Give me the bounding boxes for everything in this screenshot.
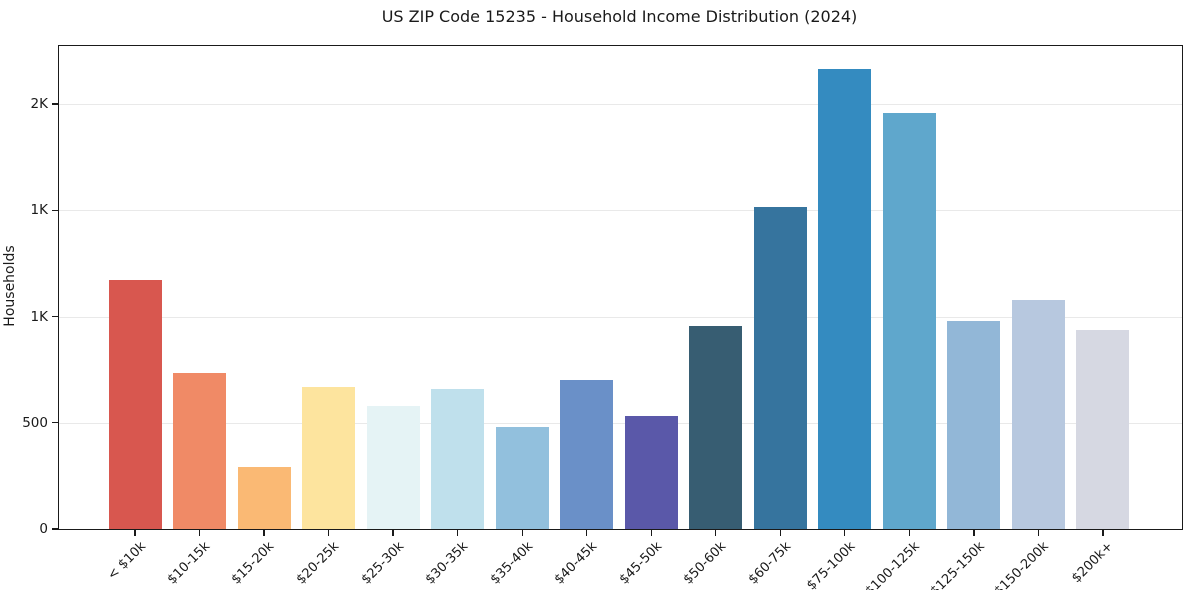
- x-tick-mark: [1037, 529, 1040, 536]
- y-tick-label: 2K: [30, 96, 48, 112]
- bar: [495, 427, 549, 529]
- x-tick-mark: [263, 529, 265, 536]
- x-tick-mark: [1102, 529, 1104, 536]
- gridline: [59, 104, 1182, 105]
- x-tick-mark: [457, 529, 459, 536]
- x-tick-label: $125-150k: [927, 539, 988, 590]
- x-tick-label: $60-75k: [745, 539, 794, 588]
- plot-area: 0 500 1K 1K 2K < $10k $10-15k $15-20k $20-25k $25…: [22, 45, 1183, 590]
- y-tick-label: 0: [39, 521, 48, 537]
- x-tick-label: $50-60k: [680, 539, 730, 588]
- chart-title: US ZIP Code 15235 - Household Income Dis…: [381, 7, 858, 26]
- bar: [882, 112, 936, 529]
- gridline: [59, 422, 1182, 424]
- bar: [753, 207, 807, 529]
- x-tick-mark: [327, 529, 330, 536]
- x-tick-mark: [908, 529, 910, 536]
- y-tick-label: 500: [22, 414, 48, 431]
- x-tick-label: $200k+: [1069, 539, 1117, 587]
- x-tick-mark: [715, 529, 717, 536]
- x-tick-label: $100-125k: [862, 539, 923, 590]
- bar: [237, 467, 291, 529]
- bar: [302, 386, 356, 529]
- x-tick-label: $30-35k: [422, 539, 472, 588]
- bar: [560, 380, 614, 529]
- x-tick-label: $10-15k: [164, 539, 214, 588]
- bar: [1011, 299, 1065, 529]
- bar: [947, 320, 1001, 529]
- x-tick-label: $150-200k: [991, 539, 1053, 590]
- x-tick-mark: [586, 529, 588, 536]
- gridline: [59, 316, 1182, 318]
- y-tick-mark: [52, 422, 59, 424]
- x-tick-mark: [198, 529, 201, 536]
- x-tick-mark: [973, 529, 975, 536]
- x-tick-label: < $10k: [104, 539, 149, 584]
- x-tick-label: $25-30k: [358, 539, 407, 588]
- y-tick-mark: [52, 528, 59, 530]
- x-tick-mark: [521, 529, 523, 536]
- bar: [689, 326, 743, 529]
- bar: [173, 372, 227, 529]
- x-tick-label: $15-20k: [229, 539, 278, 588]
- bar: [818, 68, 872, 529]
- x-tick-mark: [392, 529, 394, 536]
- x-tick-mark: [134, 529, 136, 536]
- y-tick-label: 1K: [30, 308, 48, 325]
- y-axis-label: Households: [2, 245, 18, 327]
- x-tick-mark: [844, 529, 846, 536]
- bar: [431, 388, 485, 529]
- x-tick-label: $35-40k: [487, 539, 536, 588]
- bar: [108, 280, 162, 529]
- x-tick-label: $20-25k: [293, 539, 343, 588]
- x-tick-label: $75-100k: [804, 539, 859, 590]
- bar: [624, 416, 678, 529]
- x-tick-mark: [650, 529, 652, 536]
- y-tick-label: 1K: [30, 202, 48, 219]
- y-tick-mark: [52, 315, 59, 318]
- bar: [366, 405, 420, 529]
- x-tick-mark: [779, 529, 781, 536]
- gridline: [59, 210, 1182, 212]
- x-tick-label: $45-50k: [616, 539, 665, 588]
- bar: [1076, 330, 1130, 529]
- x-tick-label: $40-45k: [551, 539, 601, 588]
- y-tick-mark: [52, 103, 59, 105]
- y-tick-mark: [52, 209, 59, 211]
